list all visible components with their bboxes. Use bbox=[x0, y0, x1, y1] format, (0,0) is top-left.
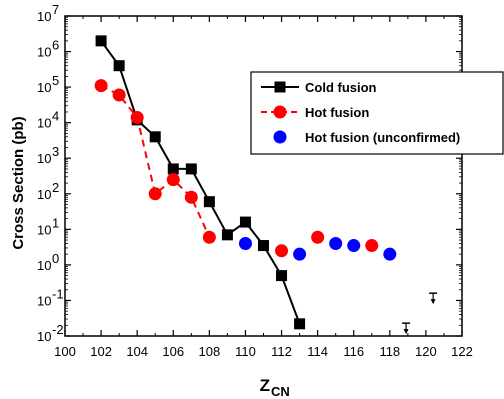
data-point bbox=[383, 247, 397, 261]
data-point bbox=[94, 79, 108, 93]
data-point bbox=[113, 60, 125, 72]
data-point bbox=[149, 131, 161, 143]
data-point bbox=[294, 318, 306, 330]
data-point bbox=[293, 247, 307, 261]
x-tick-label: 114 bbox=[307, 344, 328, 359]
y-tick-label: 10 2 bbox=[37, 180, 59, 202]
y-tick-label-exponent: 4 bbox=[52, 109, 59, 124]
data-point bbox=[95, 35, 107, 47]
y-tick-label-exponent: 7 bbox=[52, 2, 59, 17]
data-point bbox=[276, 270, 288, 282]
data-point bbox=[148, 187, 162, 201]
data-point bbox=[166, 173, 180, 187]
y-tick-label-base: 10 bbox=[37, 45, 51, 60]
data-point bbox=[185, 163, 197, 175]
series-hot-fusion-unconfirmed bbox=[238, 236, 397, 261]
legend-label: Hot fusion bbox=[305, 105, 369, 120]
data-point bbox=[347, 239, 361, 253]
data-point bbox=[311, 230, 325, 244]
data-point bbox=[203, 196, 215, 208]
upper-limit-markers bbox=[402, 292, 438, 335]
legend-label: Cold fusion bbox=[305, 80, 377, 95]
y-tick-label: 10 0 bbox=[37, 251, 59, 273]
y-axis-title: Cross Section (pb) bbox=[10, 116, 27, 249]
y-tick-label-exponent: 1 bbox=[52, 215, 59, 230]
data-point bbox=[258, 240, 269, 252]
data-point bbox=[130, 110, 144, 124]
x-tick-label: 108 bbox=[199, 344, 221, 359]
data-point bbox=[329, 236, 343, 250]
legend-item: Hot fusion (unconfirmed) bbox=[273, 130, 460, 145]
data-point bbox=[112, 88, 126, 102]
legend: Cold fusion Hot fusion Hot fusion (unconfi… bbox=[250, 71, 504, 155]
x-tick-label: 112 bbox=[271, 344, 292, 359]
legend-marker bbox=[273, 105, 287, 119]
y-tick-label: 10 1 bbox=[37, 215, 59, 237]
legend-marker bbox=[273, 130, 287, 144]
x-tick-label: 118 bbox=[379, 344, 400, 359]
x-tick-label: 100 bbox=[54, 344, 76, 359]
y-tick-label: 10 5 bbox=[37, 73, 59, 95]
y-tick-label-base: 10 bbox=[37, 151, 51, 166]
x-tick-label: 110 bbox=[235, 344, 256, 359]
y-tick-label: 10 6 bbox=[37, 38, 59, 60]
x-tick-label: 106 bbox=[162, 344, 184, 359]
data-point bbox=[202, 230, 216, 244]
y-tick-label-base: 10 bbox=[37, 258, 51, 273]
y-tick-label-base: 10 bbox=[37, 80, 51, 95]
y-tick-label-base: 10 bbox=[37, 293, 51, 308]
y-tick-label: 10 -1 bbox=[37, 286, 64, 308]
x-tick-label: 102 bbox=[90, 344, 112, 359]
y-tick-label-exponent: -1 bbox=[52, 286, 64, 301]
y-tick-label-base: 10 bbox=[37, 116, 51, 131]
y-tick-label-exponent: -2 bbox=[52, 322, 64, 337]
data-point bbox=[275, 244, 289, 258]
x-tick-label: 104 bbox=[126, 344, 148, 359]
data-point bbox=[238, 236, 252, 250]
x-tick-label: 116 bbox=[343, 344, 364, 359]
x-tick-label: 122 bbox=[451, 344, 473, 359]
legend-item: Cold fusion bbox=[261, 80, 377, 95]
y-tick-label-base: 10 bbox=[37, 222, 51, 237]
y-tick-label: 10 4 bbox=[37, 109, 59, 131]
series-layer bbox=[94, 35, 438, 335]
x-axis-title: Z bbox=[260, 376, 270, 395]
y-tick-label-exponent: 3 bbox=[52, 144, 59, 159]
y-tick-label-base: 10 bbox=[37, 9, 51, 24]
x-tick-label: 120 bbox=[415, 344, 437, 359]
data-point bbox=[184, 190, 198, 204]
y-tick-label-base: 10 bbox=[37, 187, 51, 202]
y-tick-label: 10 7 bbox=[37, 2, 59, 24]
x-axis-title-subscript: CN bbox=[271, 384, 290, 399]
series-cold-fusion bbox=[95, 35, 306, 330]
legend-item: Hot fusion bbox=[261, 105, 369, 120]
data-point bbox=[167, 163, 179, 175]
y-tick-label-exponent: 2 bbox=[52, 180, 59, 195]
y-tick-label-exponent: 6 bbox=[52, 38, 59, 53]
data-point bbox=[221, 229, 233, 241]
legend-label: Hot fusion (unconfirmed) bbox=[305, 130, 460, 145]
series-line bbox=[100, 84, 211, 238]
y-tick-label-base: 10 bbox=[37, 329, 51, 344]
y-tick-label-exponent: 0 bbox=[52, 251, 59, 266]
data-point bbox=[239, 216, 251, 228]
data-point bbox=[365, 239, 379, 253]
upper-limit-arrow bbox=[403, 329, 409, 335]
y-tick-label-exponent: 5 bbox=[52, 73, 59, 88]
upper-limit-arrow bbox=[430, 299, 436, 305]
y-tick-label: 10 -2 bbox=[37, 322, 64, 344]
legend-marker bbox=[274, 81, 286, 93]
series-hot-fusion bbox=[94, 79, 379, 258]
y-tick-label: 10 3 bbox=[37, 144, 59, 166]
